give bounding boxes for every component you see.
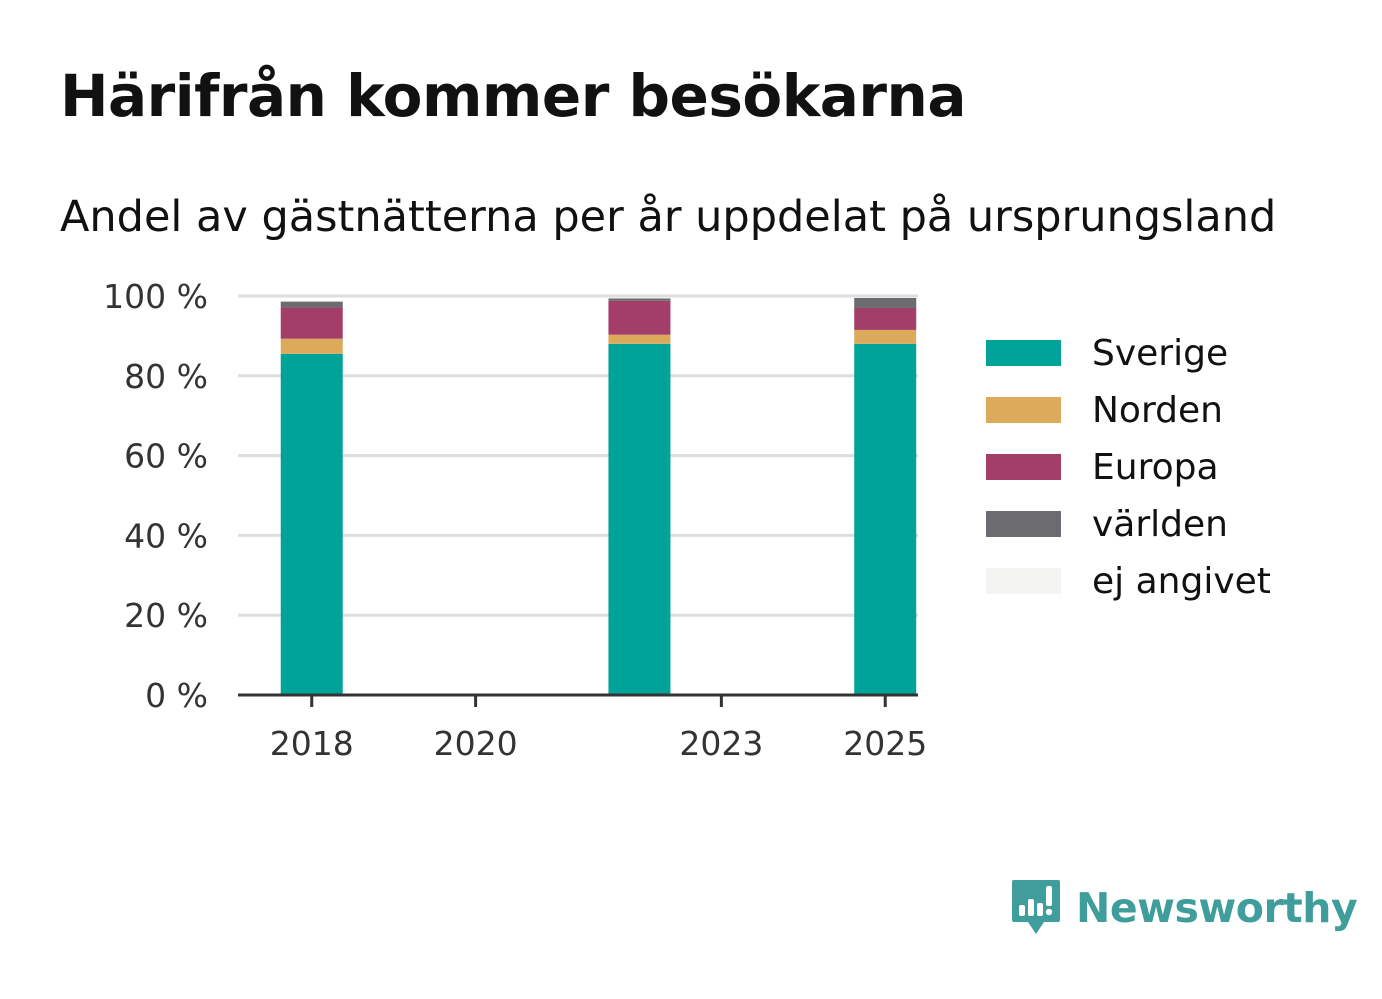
newsworthy-logo-icon	[1012, 880, 1060, 934]
y-tick-label: 80 %	[124, 357, 208, 396]
legend-label-världen: världen	[1092, 504, 1228, 545]
bar-2018-Sverige	[280, 353, 343, 695]
bar-2018-Europa	[280, 307, 343, 339]
y-tick-label: 20 %	[124, 596, 208, 635]
bar-2022-Europa	[608, 300, 671, 335]
bar-2025-världen	[854, 297, 917, 308]
legend-swatch-Europa	[986, 454, 1061, 480]
legend-label-Sverige: Sverige	[1092, 333, 1228, 374]
bar-2022-Norden	[608, 334, 671, 344]
brand-logo: Newsworthy	[1010, 878, 1358, 938]
legend-swatch-ej angivet	[986, 568, 1061, 594]
legend-label-Europa: Europa	[1092, 447, 1219, 488]
bar-2022-världen	[608, 298, 671, 301]
legend-swatch-Norden	[986, 397, 1061, 423]
x-tick-label: 2018	[270, 724, 354, 763]
bar-2025-Sverige	[854, 343, 917, 695]
grid-lines	[238, 294, 918, 617]
x-tick-label: 2025	[843, 724, 927, 763]
x-tick-label: 2023	[679, 724, 763, 763]
y-tick-label: 60 %	[124, 437, 208, 476]
chart-subtitle: Andel av gästnätterna per år uppdelat på…	[60, 192, 1277, 242]
brand-name: Newsworthy	[1076, 884, 1358, 932]
legend-label-Norden: Norden	[1092, 390, 1223, 431]
chart-title: Härifrån kommer besökarna	[60, 62, 966, 130]
bar-2018-Norden	[280, 338, 343, 354]
legend-swatch-världen	[986, 511, 1061, 537]
y-tick-label: 100 %	[103, 277, 208, 316]
bars	[280, 297, 917, 695]
x-axis-labels: 2018 2020 2023 2025	[270, 724, 927, 763]
legend: Sverige Norden Europa världen ej angivet	[986, 333, 1271, 602]
x-tick-label: 2020	[434, 724, 518, 763]
x-axis	[238, 693, 918, 707]
bar-2018-världen	[280, 301, 343, 308]
bar-2025-Norden	[854, 329, 917, 344]
legend-swatch-Sverige	[986, 340, 1061, 366]
y-tick-label: 40 %	[124, 516, 208, 555]
y-axis-labels: 0 % 20 % 40 % 60 % 80 % 100 %	[103, 277, 208, 715]
legend-label-ej angivet: ej angivet	[1092, 561, 1271, 602]
y-tick-label: 0 %	[145, 676, 208, 715]
bar-2022-Sverige	[608, 343, 671, 695]
bar-2025-Europa	[854, 307, 917, 330]
